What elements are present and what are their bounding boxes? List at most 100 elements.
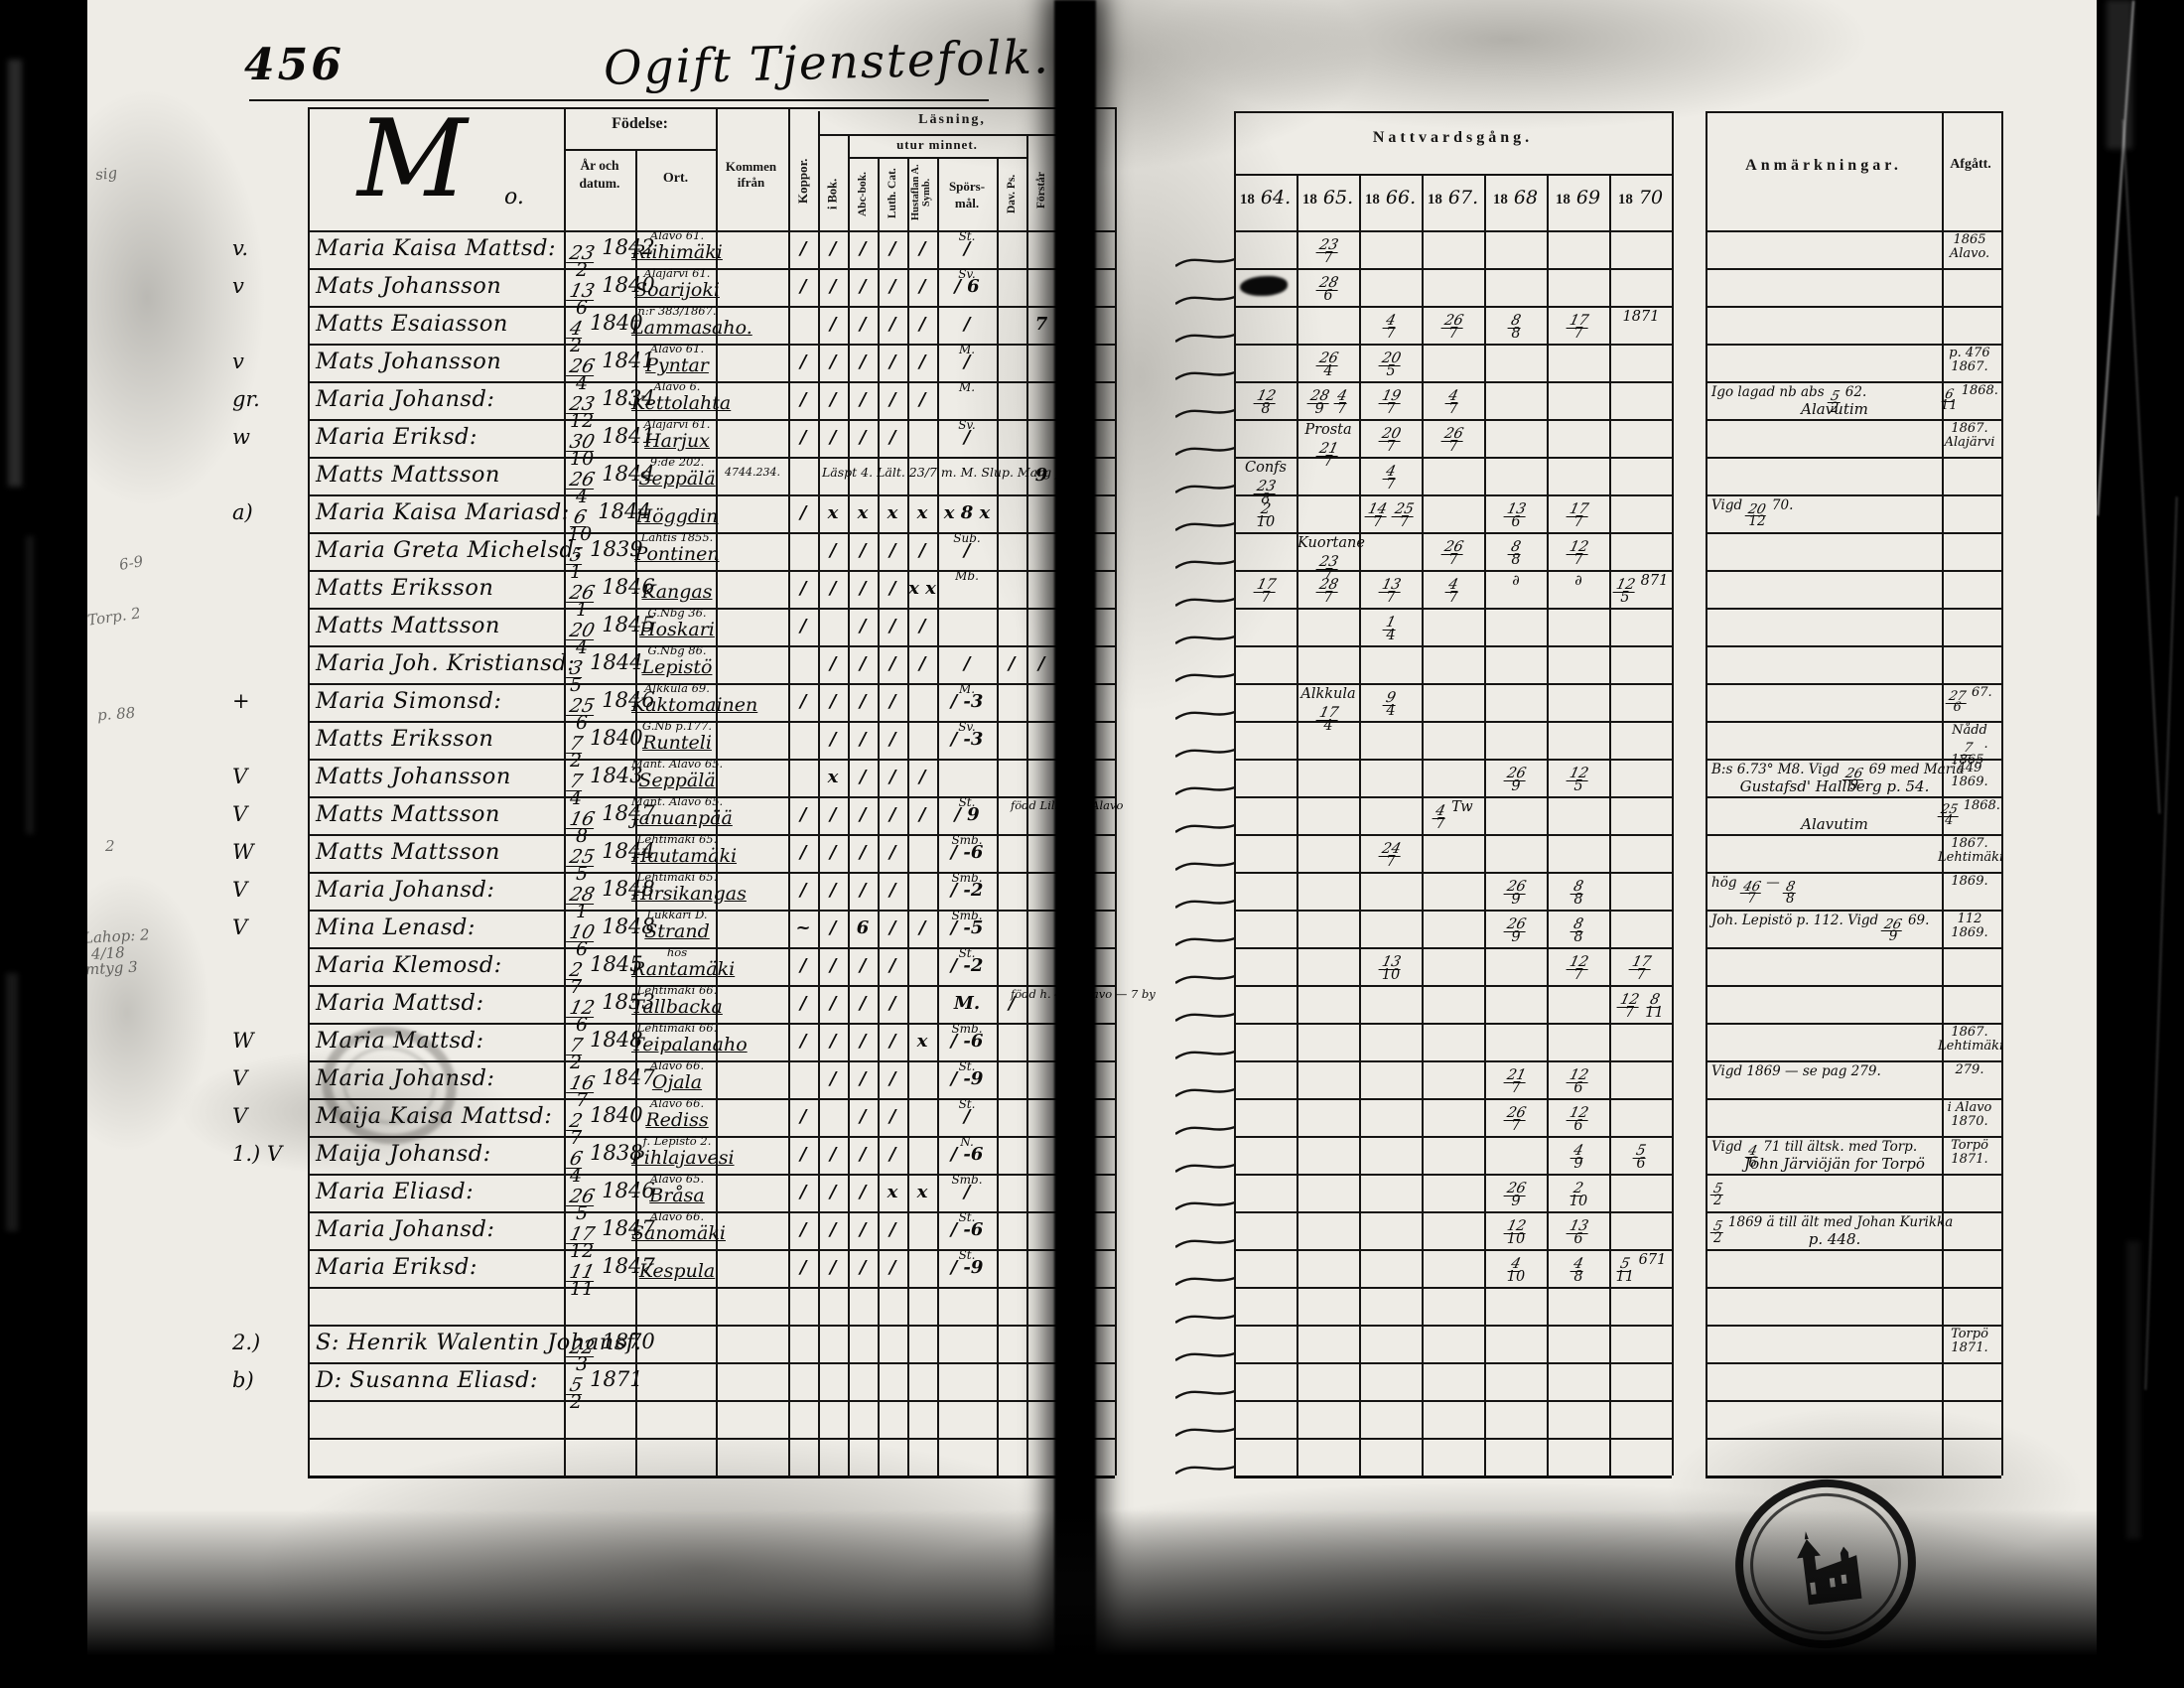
row-departed: 27 6 67. (1945, 685, 1992, 716)
reading-mark: / (859, 427, 867, 448)
table-line (308, 910, 1115, 912)
edge-scribble: 2 (105, 837, 115, 855)
reading-mark: / (888, 804, 896, 825)
reading-mark: / (799, 616, 807, 636)
header-abc-bok: Abc-bok. (856, 171, 869, 216)
reading-mark: / (859, 993, 867, 1014)
gutter-connector-curve (1174, 1044, 1236, 1065)
row-remark: Vigd 20 12 70. (1711, 497, 1794, 529)
row-margin-mark: V (232, 1104, 248, 1128)
row-departed: 25 4 1868. (1937, 798, 2000, 829)
table-line (716, 107, 718, 1476)
header-sporsmal: Spörs-mål. (948, 179, 986, 211)
row-name: Maria Eriksd: (316, 424, 478, 450)
row-origin-note: Lehtimäki 65. (636, 832, 718, 846)
table-line (1706, 1476, 2001, 1478)
year-label: 18 70 (1617, 187, 1664, 209)
reading-note: St. (958, 1059, 976, 1073)
table-line (1706, 1400, 2001, 1402)
reading-mark: / (1037, 653, 1045, 674)
table-line (1706, 1438, 2001, 1440)
reading-mark: / (888, 1068, 896, 1089)
table-line (1706, 1325, 2001, 1327)
row-origin-note: G.Nb p.177. (641, 719, 713, 733)
table-line (1234, 1249, 1672, 1251)
row-origin-note: Lehtimäki 66. (636, 1021, 718, 1035)
reading-note: Smb. (951, 909, 983, 922)
row-ort: Pihlajavesi (631, 1147, 735, 1169)
row-name: Maria Mattsd: (316, 1028, 484, 1054)
row-birth-date: 25 6 1846 (566, 688, 655, 735)
reading-mark: / (829, 880, 837, 901)
row-margin-mark: v (232, 350, 244, 373)
row-remark-2: Alavutim (1801, 815, 1868, 833)
communion-date: Alkkula 17 4 (1300, 686, 1356, 734)
table-line (308, 419, 1115, 421)
reading-mark: / (859, 691, 867, 712)
table-line (1234, 174, 1672, 176)
reading-mark: / -9 (950, 1257, 984, 1278)
reading-mark: / (859, 729, 867, 750)
reading-mark: / (799, 276, 807, 297)
table-line (937, 157, 939, 1476)
reading-mark: / (829, 955, 837, 976)
row-name: Matts Esaiasson (316, 311, 508, 337)
table-line (1234, 344, 1672, 346)
row-name: Matts Mattsson (316, 462, 500, 488)
table-line (1234, 111, 1672, 113)
table-line (308, 1098, 1115, 1100)
row-ort: Soarijoki (634, 279, 720, 301)
table-line (308, 608, 1115, 610)
gutter-connector-curve (1174, 402, 1236, 424)
table-line (564, 107, 566, 1476)
row-departed: 279. (1955, 1062, 1984, 1077)
table-line (308, 1287, 1115, 1289)
row-margin-mark: + (232, 689, 250, 713)
reading-mark: / (859, 880, 867, 901)
gutter-connector-curve (1174, 1006, 1236, 1028)
communion-date: 21 7 (1503, 1067, 1529, 1097)
reading-mark: / -2 (950, 880, 984, 901)
reading-mark: / (888, 389, 896, 410)
row-margin-mark: gr. (232, 387, 260, 411)
reading-mark: / (799, 1219, 807, 1240)
table-line (1234, 1400, 1672, 1402)
page-number: 456 (244, 40, 344, 90)
reading-note: N. (960, 1135, 974, 1149)
row-ort: Riihimäki (631, 241, 723, 263)
reading-mark: / (859, 1219, 867, 1240)
right-photo-border (2096, 0, 2184, 1688)
reading-mark: / (799, 502, 807, 523)
reading-mark: / (829, 238, 837, 259)
table-line (308, 1023, 1115, 1025)
reading-mark: / (918, 352, 926, 372)
reading-mark: / (829, 352, 837, 372)
row-departed: 449 1869. (1951, 761, 1988, 790)
reading-mark: / (859, 842, 867, 863)
gutter-connector-curve (1174, 1119, 1236, 1141)
communion-date: 20 5 (1378, 351, 1404, 380)
reading-mark: / (859, 1068, 867, 1089)
table-line (1706, 1136, 2001, 1138)
reading-mark: x (916, 1182, 928, 1202)
reading-mark: / -6 (950, 1219, 984, 1240)
row-birth-date: 23 2 1842 (566, 235, 655, 282)
row-ort: Höggdin (635, 505, 719, 527)
table-line (308, 457, 1115, 459)
header-i-bok: i Bok. (825, 178, 840, 210)
header-koppor: Koppor. (795, 158, 811, 204)
table-line (1234, 457, 1672, 459)
row-margin-mark: V (232, 915, 248, 939)
edge-scribble: Torp. 2 (86, 604, 142, 630)
gutter-connector-curve (1174, 817, 1236, 839)
letter-initial-note: o. (504, 185, 524, 210)
row-birth-date: 30 10 1841 (566, 424, 655, 471)
table-line (1706, 608, 2001, 610)
reading-mark: / -9 (950, 1068, 984, 1089)
reading-mark: / 6 (954, 276, 980, 297)
row-name: Maria Eliasd: (316, 1179, 475, 1204)
